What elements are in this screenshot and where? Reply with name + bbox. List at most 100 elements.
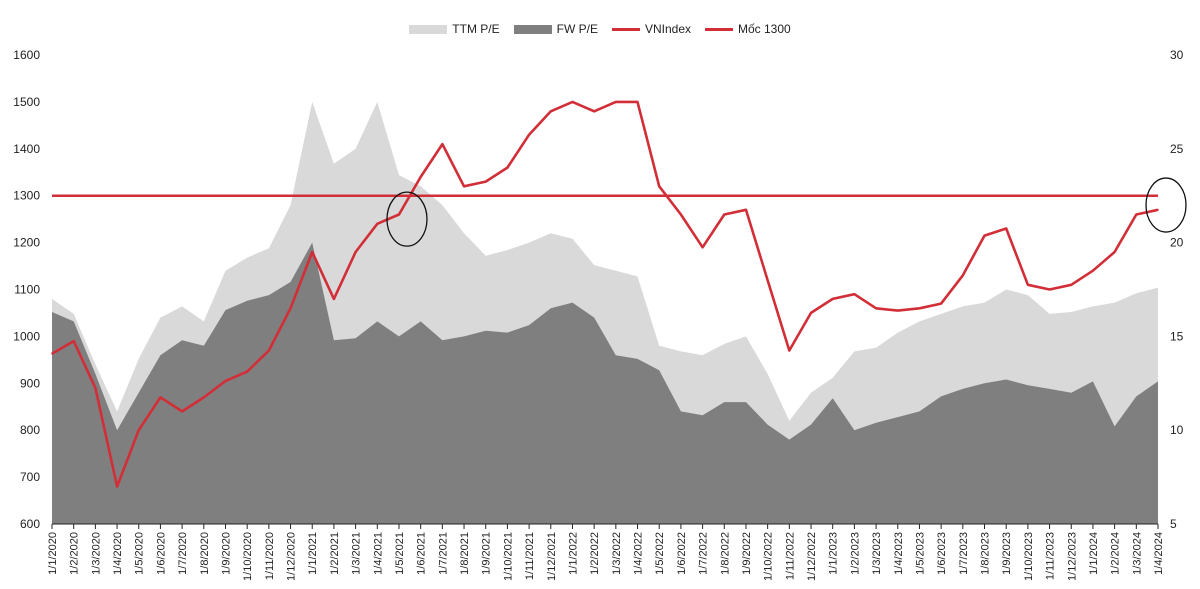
x-tick-label: 1/7/2022 xyxy=(698,532,710,575)
point-vnindex xyxy=(419,176,422,178)
point-vnindex xyxy=(918,307,921,310)
x-tick-label: 1/8/2023 xyxy=(980,532,992,575)
point-vnindex xyxy=(593,110,595,113)
x-tick-label: 1/12/2023 xyxy=(1066,532,1078,581)
point-vnindex xyxy=(203,396,205,399)
area-series-group xyxy=(52,101,1158,525)
legend-item-fw: FW P/E xyxy=(513,19,598,39)
legend-item-ttm: TTM P/E xyxy=(409,19,500,39)
x-tick-label: 1/12/2022 xyxy=(806,532,818,581)
axes-group: 1600 1500 1400 1300 1200 1100 1000 900 800 700 600… xyxy=(13,48,1183,581)
point-vnindex xyxy=(528,133,530,136)
legend-swatch-vnindex xyxy=(611,27,640,31)
x-tick-label: 1/1/2022 xyxy=(567,532,579,575)
point-vnindex xyxy=(94,387,97,389)
point-vnindex xyxy=(398,213,400,216)
x-tick-label: 1/9/2021 xyxy=(481,532,493,575)
x-tick-label: 1/4/2022 xyxy=(633,532,645,575)
x-tick-label: 1/12/2021 xyxy=(546,532,558,581)
point-vnindex xyxy=(159,396,162,399)
point-vnindex xyxy=(875,307,877,310)
x-tick-label: 1/1/2020 xyxy=(47,532,59,575)
point-vnindex xyxy=(636,101,639,103)
legend-item-moc1300: Mốc 1300 xyxy=(705,19,791,39)
point-vnindex xyxy=(1070,284,1073,286)
x-tick-label: 1/4/2023 xyxy=(893,532,905,575)
x-tick-label: 1/9/2020 xyxy=(220,532,232,575)
point-vnindex xyxy=(72,340,75,342)
point-vnindex xyxy=(571,101,574,103)
x-tick-label: 1/1/2021 xyxy=(307,532,319,575)
x-tick-label: 1/6/2022 xyxy=(676,532,688,575)
line-vnindex xyxy=(51,100,1159,488)
x-tick-label: 1/3/2024 xyxy=(1131,532,1143,575)
x-tick-label: 1/5/2022 xyxy=(654,532,666,575)
x-tick-label: 1/2/2021 xyxy=(329,532,341,575)
point-vnindex xyxy=(701,246,704,249)
point-vnindex xyxy=(51,353,53,355)
point-vnindex xyxy=(962,274,964,277)
x-tick-label: 1/3/2020 xyxy=(90,532,102,575)
point-vnindex xyxy=(810,312,812,314)
y-left-tick-label: 1400 xyxy=(13,142,40,156)
x-tick-label: 1/2/2023 xyxy=(849,532,861,575)
point-vnindex xyxy=(831,298,834,300)
y-left-tick-label: 900 xyxy=(20,376,40,390)
point-vnindex xyxy=(680,213,682,216)
point-vnindex xyxy=(376,223,379,225)
x-tick-label: 1/4/2021 xyxy=(372,532,384,575)
x-tick-label: 1/5/2020 xyxy=(134,532,146,575)
point-vnindex xyxy=(788,349,791,352)
point-vnindex xyxy=(224,380,227,382)
point-vnindex xyxy=(463,185,465,188)
annotations-group xyxy=(386,177,1187,247)
point-vnindex xyxy=(1092,269,1094,272)
x-tick-label: 1/6/2020 xyxy=(155,532,167,575)
legend-swatch-fw xyxy=(513,24,552,34)
point-vnindex xyxy=(506,166,509,169)
x-tick-label: 1/6/2023 xyxy=(936,532,948,575)
y-left-tick-label: 600 xyxy=(20,517,40,531)
y-right-tick-label: 10 xyxy=(1170,423,1184,437)
point-vnindex xyxy=(246,370,248,373)
legend-label-fw: FW P/E xyxy=(556,22,598,36)
legend-item-vnindex: VNIndex xyxy=(611,19,691,39)
x-tick-label: 1/7/2023 xyxy=(958,532,970,575)
point-vnindex xyxy=(268,349,270,352)
x-tick-label: 1/8/2020 xyxy=(199,532,211,575)
y-right-tick-label: 15 xyxy=(1170,329,1184,343)
point-vnindex xyxy=(311,251,314,253)
x-tick-label: 1/10/2021 xyxy=(502,532,514,581)
y-left-tick-label: 1300 xyxy=(13,189,40,203)
y-right-tick-label: 5 xyxy=(1170,517,1177,531)
y-left-tick-label: 1100 xyxy=(14,283,40,297)
x-tick-label: 1/3/2023 xyxy=(871,532,883,575)
point-vnindex xyxy=(441,143,444,145)
point-vnindex xyxy=(181,410,183,413)
x-tick-label: 1/2/2020 xyxy=(69,532,81,575)
point-vnindex xyxy=(1157,209,1159,211)
x-tick-label: 1/10/2023 xyxy=(1023,532,1035,581)
area-fw-p-e xyxy=(52,242,1158,524)
x-tick-label: 1/11/2021 xyxy=(524,532,536,580)
point-vnindex xyxy=(897,309,899,312)
point-vnindex xyxy=(658,185,660,188)
x-tick-label: 1/1/2023 xyxy=(828,532,840,575)
point-vnindex xyxy=(484,180,487,183)
x-tick-label: 1/3/2021 xyxy=(351,532,363,575)
x-tick-label: 1/11/2022 xyxy=(784,532,796,580)
y-left-tick-label: 1200 xyxy=(13,236,40,250)
point-vnindex xyxy=(723,213,726,216)
point-vnindex xyxy=(333,298,335,300)
y-right-tick-label: 20 xyxy=(1170,236,1184,250)
y-left-tick-label: 1000 xyxy=(13,329,40,343)
point-vnindex xyxy=(1005,227,1007,230)
y-left-tick-label: 1500 xyxy=(13,95,40,109)
point-vnindex xyxy=(983,234,986,237)
x-tick-label: 1/2/2024 xyxy=(1110,532,1122,575)
x-tick-label: 1/12/2020 xyxy=(286,532,298,581)
x-tick-label: 1/8/2022 xyxy=(719,532,731,575)
point-vnindex xyxy=(615,101,617,103)
x-tick-label: 1/7/2021 xyxy=(437,532,449,575)
